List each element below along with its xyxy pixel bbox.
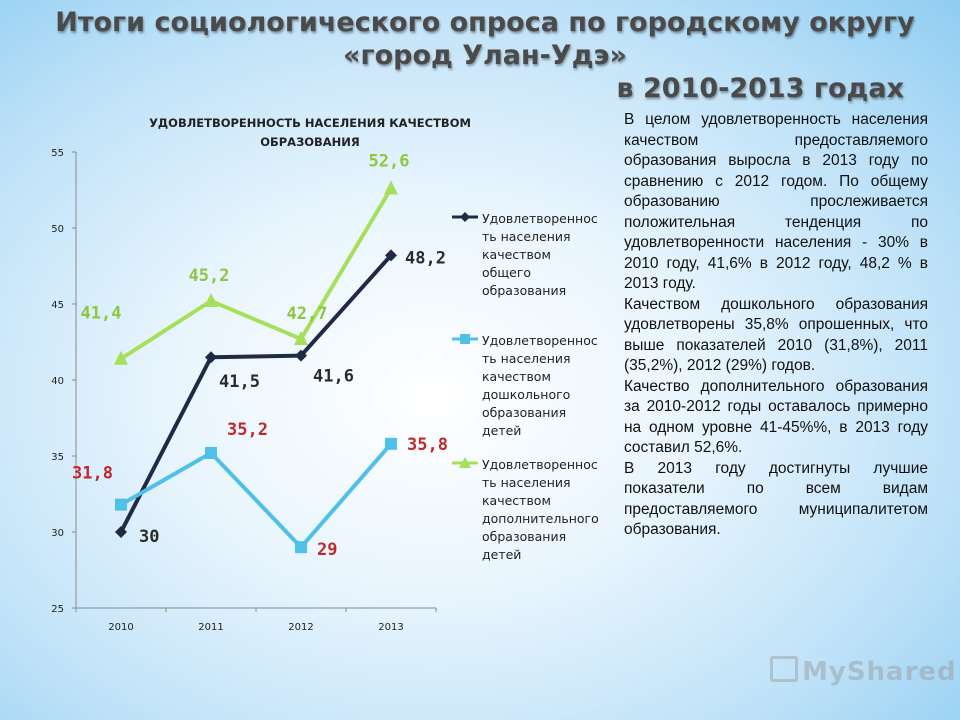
description-text: В целом удовлетворенность населения каче…: [624, 110, 928, 541]
series-3-point-2011: [204, 292, 218, 307]
data-label-series-2-2012: 29: [317, 540, 337, 560]
series-1-point-2012: [295, 349, 307, 362]
chart-title-line-2: ОБРАЗОВАНИЯ: [260, 135, 360, 149]
legend-swatch-diamond-icon: [452, 212, 478, 222]
series-1-point-2013: [385, 249, 397, 262]
description-paragraph-3: Качество дополнительного образования за …: [624, 377, 928, 457]
y-tick-label-35: 35: [51, 452, 64, 463]
legend-label-2: Удовлетвореннос ть населения качеством д…: [482, 333, 598, 438]
series-3-point-2010: [114, 350, 128, 365]
data-label-series-1-2012: 41,6: [313, 367, 354, 387]
chart-title: УДОВЛЕТВОРЕННОСТЬ НАСЕЛЕНИЯ КАЧЕСТВОМ ОБ…: [100, 114, 520, 152]
y-tick-label-55: 55: [51, 148, 64, 159]
description-paragraph-1: В целом удовлетворенность населения каче…: [624, 111, 928, 292]
y-tick-label-50: 50: [51, 224, 64, 235]
description-paragraph-4: В 2013 году достигнуты лучшие показатели…: [624, 459, 928, 539]
series-line-3: [119, 187, 393, 361]
chart-panel: УДОВЛЕТВОРЕННОСТЬ НАСЕЛЕНИЯ КАЧЕСТВОМ ОБ…: [20, 100, 620, 660]
x-tick-label-2012: 2012: [288, 622, 313, 633]
series-line-2: [120, 442, 393, 550]
legend-swatch-square-icon: [452, 334, 478, 344]
y-tick-label-40: 40: [51, 376, 64, 387]
series-2-point-2010: [115, 498, 127, 511]
page-title-line-2: в 2010-2013 годах: [616, 73, 904, 104]
data-label-series-3-2011: 45,2: [189, 266, 230, 286]
chart-title-line-1: УДОВЛЕТВОРЕННОСТЬ НАСЕЛЕНИЯ КАЧЕСТВОМ: [149, 116, 471, 130]
data-label-series-3-2013: 52,6: [369, 151, 410, 171]
data-label-series-2-2011: 35,2: [227, 420, 268, 440]
y-tick-label-30: 30: [51, 528, 64, 539]
series-3-point-2013: [384, 180, 398, 195]
series-2-point-2011: [205, 446, 217, 459]
page-title: Итоги социологического опроса по городск…: [20, 6, 940, 105]
legend-swatch-triangle-icon: [452, 457, 478, 468]
series-2-point-2012: [295, 541, 307, 554]
data-label-series-3-2012: 42,7: [287, 304, 328, 324]
description-paragraph-2: Качеством дошкольного образования удовле…: [624, 295, 928, 375]
legend-label-3: Удовлетвореннос ть населения качеством д…: [482, 457, 599, 562]
series-3-point-2012: [294, 330, 308, 345]
x-tick-label-2013: 2013: [378, 622, 403, 633]
watermark-text: MyShared: [802, 657, 957, 687]
watermark-logo-icon: [770, 656, 798, 682]
data-label-series-3-2010: 41,4: [81, 304, 122, 324]
data-label-series-1-2011: 41,5: [219, 372, 260, 392]
series-2-point-2013: [385, 437, 397, 450]
watermark: MyShared: [770, 656, 957, 687]
series-1-point-2011: [205, 351, 217, 364]
x-tick-label-2011: 2011: [198, 622, 223, 633]
legend-label-1: Удовлетвореннос ть населения качеством о…: [482, 211, 598, 298]
data-label-series-2-2010: 31,8: [72, 464, 113, 484]
data-label-series-1-2013: 48,2: [405, 248, 446, 268]
series-line-1: [119, 254, 393, 533]
data-label-series-1-2010: 30: [139, 527, 159, 547]
y-tick-label-25: 25: [51, 604, 64, 615]
series-1-point-2010: [115, 526, 127, 538]
line-chart: 25 30 35 40 45 50 55 2010 2011 2012 2013 30 41,5 41,6…: [51, 148, 448, 633]
y-tick-label-45: 45: [51, 300, 64, 311]
page-title-line-1: Итоги социологического опроса по городск…: [55, 7, 915, 71]
x-tick-label-2010: 2010: [108, 622, 133, 633]
data-label-series-2-2013: 35,8: [407, 435, 448, 455]
